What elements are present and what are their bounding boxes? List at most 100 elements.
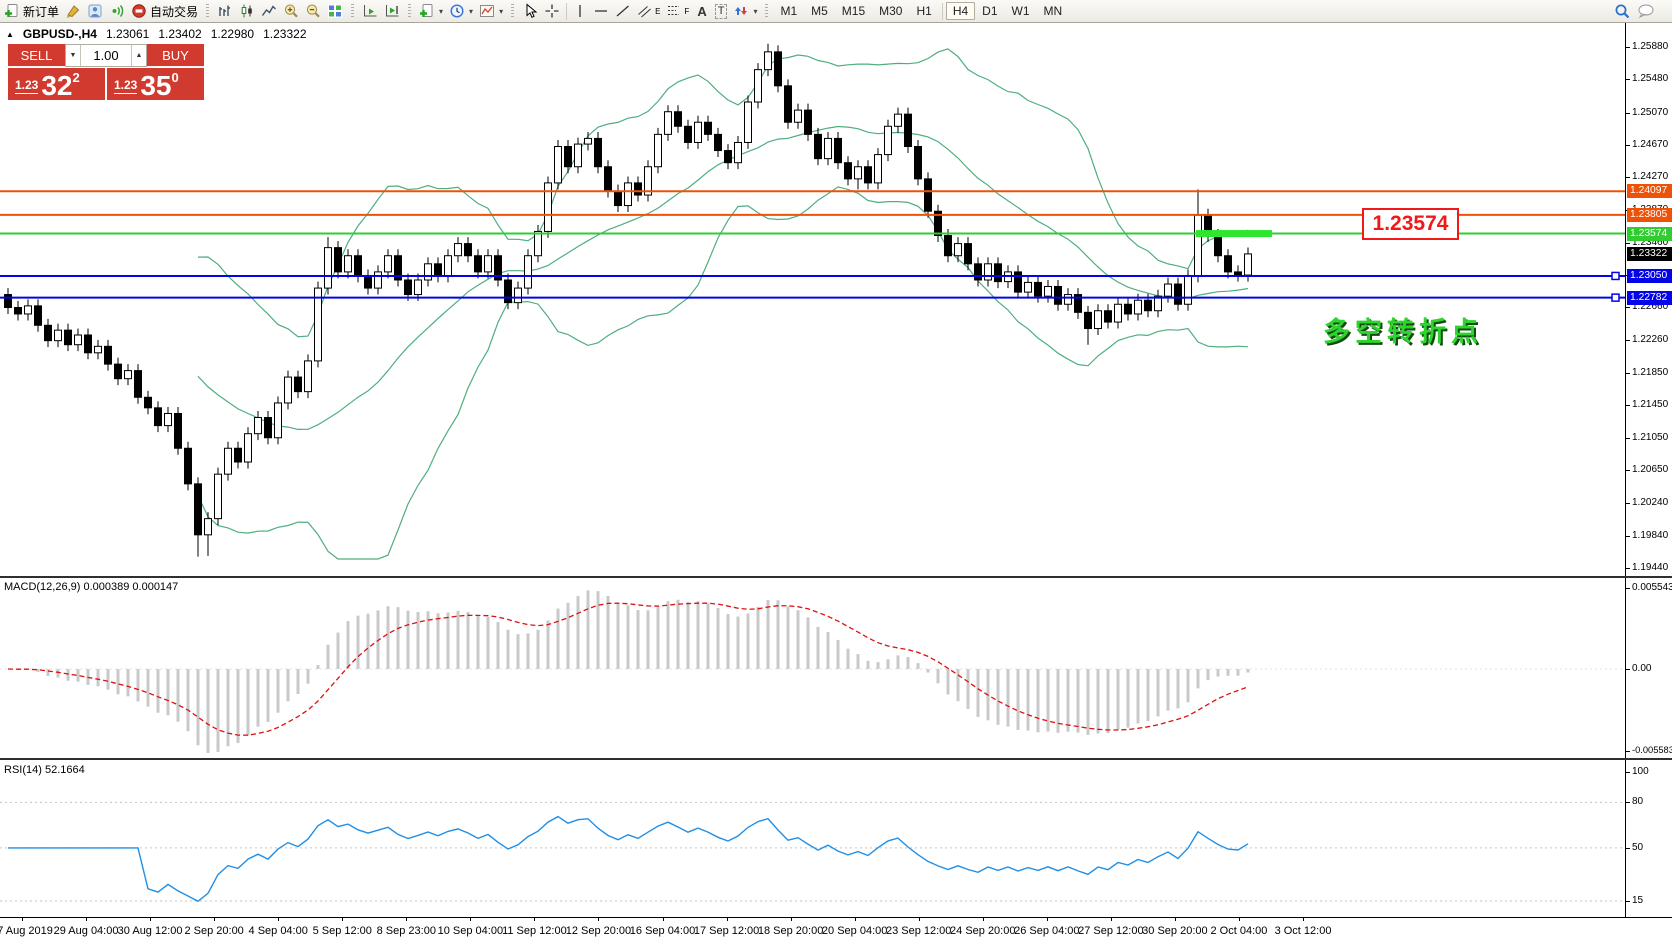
cursor-tool-button[interactable] [519,1,541,21]
channel-sub-label: E [655,6,661,16]
highlighter-button[interactable] [62,1,84,21]
time-tick-label: 23 Sep 12:00 [885,925,952,937]
panel-separator[interactable] [0,576,1672,578]
price-axis[interactable]: 1.25880 1.25480 1.25070 1.24670 1.24270 1.238… [1625,23,1672,917]
search-button[interactable] [1611,1,1634,21]
tile-windows-icon [327,3,343,19]
quote-low: 1.22980 [210,27,255,41]
vertical-line-tool-button[interactable] [570,1,590,21]
time-tick-label: 18 Sep 20:00 [757,925,824,937]
autotrading-label: 自动交易 [150,4,199,19]
candlestick-style-button[interactable] [236,1,258,21]
time-tick-mark [1238,918,1240,921]
chat-icon [1637,3,1655,19]
axis-tick-mark [1626,242,1630,244]
axis-tick-mark [1626,901,1630,903]
time-tick-mark [1303,918,1304,921]
rsi-label: RSI(14) 52.1664 [4,764,85,776]
buy-price-box[interactable]: 1.23 35 0 [107,68,204,100]
axis-tick-label: 1.19440 [1632,561,1669,573]
tile-windows-button[interactable] [324,1,346,21]
text-label-tool-button[interactable]: T [712,1,731,21]
sell-price-box[interactable]: 1.23 32 2 [8,68,105,100]
horizontal-line-tool-button[interactable] [590,1,612,21]
zoom-in-button[interactable] [280,1,302,21]
time-tick-mark [918,918,920,921]
volume-input[interactable]: 1.00 [93,48,119,63]
chart-template-icon [479,3,495,19]
autotrading-button[interactable]: 自动交易 [128,1,201,21]
timeframe-button-w1[interactable]: W1 [1011,4,1030,18]
time-tick-mark [214,918,216,921]
time-tick-mark [406,918,408,921]
axis-tick-mark [1626,750,1630,752]
axis-tick-label: 0.005543 [1632,581,1672,593]
toolbar-separator [566,2,568,20]
chart-shift-button[interactable] [381,1,403,21]
arrows-dropdown[interactable]: ▾ [730,1,760,21]
periods-dropdown[interactable]: ▾ [446,1,476,21]
sell-button[interactable]: SELL [8,44,65,67]
axis-tick-mark [1626,437,1630,439]
timeframe-button-h4[interactable]: H4 [945,2,976,20]
chart-quote-header: ▲ GBPUSD-,H4 1.23061 1.23402 1.22980 1.2… [6,27,307,41]
new-order-button[interactable]: 新订单 [1,1,62,21]
trendline-tool-button[interactable] [612,1,634,21]
timeframe-button-m1[interactable]: M1 [780,4,798,18]
time-tick-label: 2 Sep 20:00 [184,925,244,937]
line-chart-style-button[interactable] [258,1,280,21]
top-toolbar: 新订单 自动交易 ▾ ▾ [0,0,1672,23]
axis-tick-label: 1.23460 [1632,236,1669,248]
axis-tick-label: 50 [1632,841,1644,853]
broadcast-button[interactable] [106,1,128,21]
timeframe-button-h1[interactable]: H1 [916,4,932,18]
time-tick-label: 29 Aug 04:00 [53,925,119,937]
timeframe-button-mn[interactable]: MN [1043,4,1063,18]
collapse-panel-icon[interactable]: ▲ [6,29,14,39]
template-dropdown[interactable]: ▾ [476,1,506,21]
search-icon [1614,3,1631,20]
axis-tick-mark [1626,144,1630,146]
time-tick-mark [662,918,664,921]
macd-indicator-panel[interactable] [0,579,1625,758]
bar-chart-style-button[interactable] [214,1,236,21]
axis-tick-mark [1626,112,1630,114]
price-callout-box[interactable]: 1.23574 [1362,208,1459,240]
panel-separator[interactable] [0,758,1672,760]
volume-decrease-button[interactable]: ▼ [66,45,81,66]
turning-point-annotation[interactable]: 多空转折点 [1323,317,1483,347]
auto-scroll-button[interactable] [359,1,381,21]
timeframe-button-d1[interactable]: D1 [982,4,998,18]
buy-button[interactable]: BUY [147,44,204,67]
candlestick-icon [239,3,255,19]
indicators-dropdown[interactable]: ▾ [416,1,446,21]
timeframe-button-m5[interactable]: M5 [811,4,828,18]
profile-button[interactable] [84,1,106,21]
time-tick-mark [278,918,280,921]
axis-tick-label: 1.21850 [1632,367,1669,379]
time-tick-label: 30 Aug 12:00 [117,925,183,937]
channel-icon [637,3,652,19]
axis-tick-mark [1626,79,1630,81]
zoom-out-button[interactable] [302,1,324,21]
horizontal-line-icon [593,3,609,19]
timeframe-button-m30[interactable]: M30 [879,4,903,18]
axis-tick-mark [1626,669,1630,670]
rsi-indicator-panel[interactable] [0,761,1625,917]
crosshair-tool-button[interactable] [541,1,563,21]
timeframe-button-m15[interactable]: M15 [841,4,866,18]
time-tick-mark [1174,918,1176,921]
one-click-trading-panel: SELL ▼ 1.00 ▲ BUY 1.23 32 2 1.23 35 0 [8,44,204,100]
buy-price-prefix: 1.23 [114,78,138,94]
chat-button[interactable] [1634,1,1658,21]
text-tool-button[interactable]: A [692,1,711,21]
equidistant-channel-tool-button[interactable]: E [634,1,663,21]
profile-icon [87,3,103,19]
time-tick-mark [982,918,984,921]
volume-increase-button[interactable]: ▲ [131,45,146,66]
fibonacci-tool-button[interactable]: F [663,1,692,21]
axis-tick-label: 1.21450 [1632,399,1669,411]
main-price-chart[interactable] [0,23,1625,576]
toolbar-grip [765,3,769,19]
